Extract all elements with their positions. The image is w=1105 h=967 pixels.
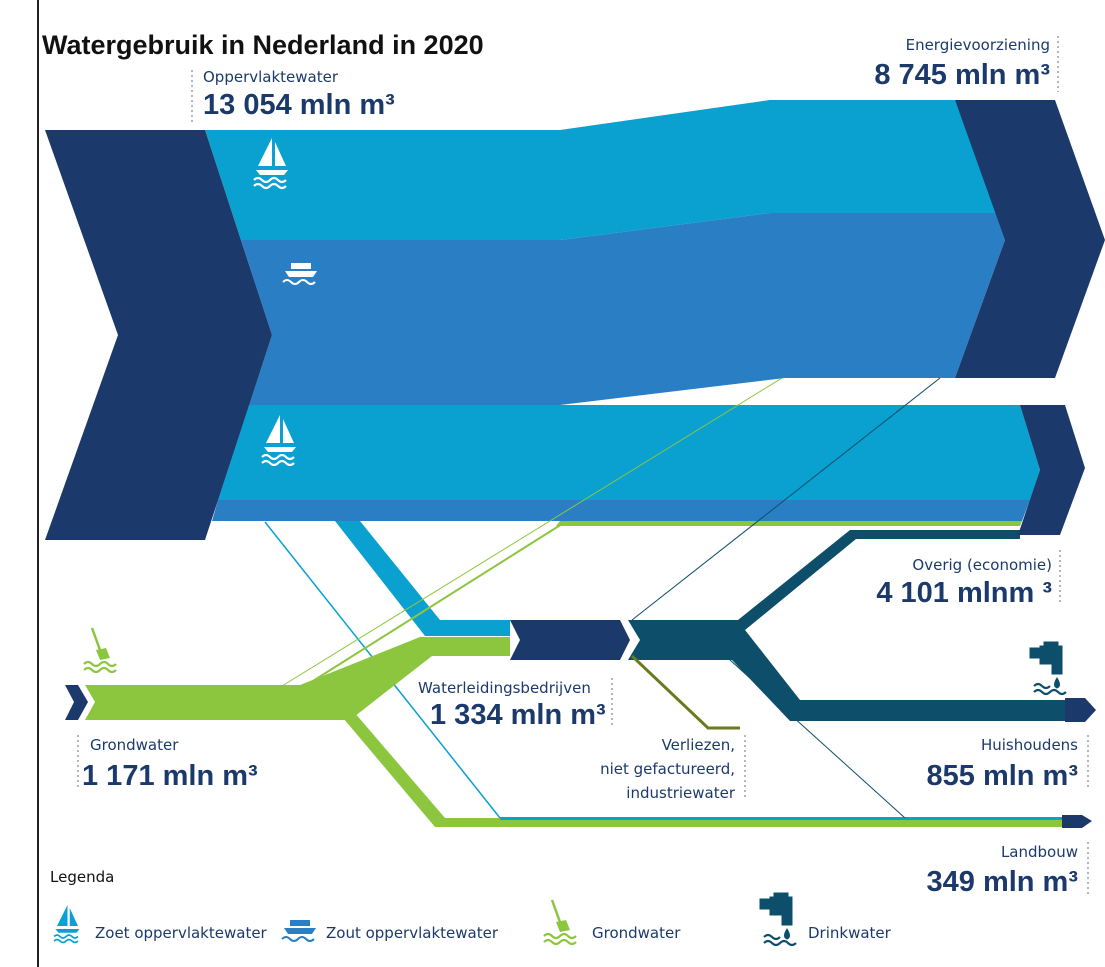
node-value: 855 mln m³ — [927, 760, 1079, 792]
node-value: 13 054 mln m³ — [203, 89, 395, 121]
node-households — [1065, 698, 1096, 722]
node-value: 1 171 mln m³ — [82, 760, 258, 792]
node-value: 4 101 mlnm ³ — [876, 577, 1052, 609]
legend-icon — [281, 920, 316, 942]
node-label: Grondwater — [90, 736, 179, 754]
flow-ground-energy — [281, 377, 783, 687]
node-label: Landbouw — [1001, 843, 1078, 861]
legend-label: Drinkwater — [808, 924, 892, 942]
node-label: Waterleidingsbedrijven — [418, 679, 591, 697]
legend-label: Grondwater — [592, 924, 681, 942]
node-surface — [45, 130, 272, 540]
node-waterworks — [510, 620, 630, 660]
node-label: Oppervlaktewater — [203, 68, 339, 86]
flow-fresh-other — [218, 405, 1040, 500]
node-ground — [65, 685, 88, 720]
node-other — [1018, 405, 1085, 535]
node-energy — [955, 100, 1105, 378]
flow-drink-energy — [631, 377, 941, 621]
flow-fresh-energy — [205, 100, 1000, 240]
flow-ground-other — [556, 521, 1022, 526]
title: Watergebruik in Nederland in 2020 — [42, 30, 484, 60]
flow-ground-other-line — [304, 523, 563, 687]
legend-label: Zout oppervlaktewater — [326, 924, 499, 942]
node-label: Huishoudens — [981, 736, 1078, 754]
flow-salt-energy — [241, 213, 1005, 405]
node-label: Overig (economie) — [912, 556, 1052, 574]
flows — [85, 100, 1065, 827]
legend-title: Legenda — [50, 868, 114, 886]
legend-icon — [758, 891, 798, 947]
node-agri — [1062, 815, 1092, 828]
flow-surface-drink — [335, 521, 510, 636]
flow-salt-other — [212, 500, 1030, 521]
node-value: 8 745 mln m³ — [874, 59, 1050, 91]
node-value: 349 mln m³ — [927, 866, 1079, 898]
flow-losses — [630, 654, 740, 730]
node-label: Energievoorziening — [906, 36, 1050, 54]
flow-drink-agri — [729, 659, 906, 819]
node-value: 1 334 mln m³ — [430, 699, 606, 731]
legend-icon — [53, 904, 81, 944]
legend-label: Zoet oppervlaktewater — [95, 924, 268, 942]
icon-drink — [1028, 640, 1068, 696]
losses-label: Verliezen, — [662, 736, 735, 754]
flow-drinkwater — [628, 530, 1065, 721]
icon-ground — [82, 626, 118, 674]
losses-label: industriewater — [626, 784, 736, 802]
legend-icon — [542, 898, 578, 946]
flow-surface-agri-band — [500, 817, 1062, 820]
losses-label: niet gefactureerd, — [600, 760, 735, 778]
flow-ground-drink — [85, 637, 510, 720]
